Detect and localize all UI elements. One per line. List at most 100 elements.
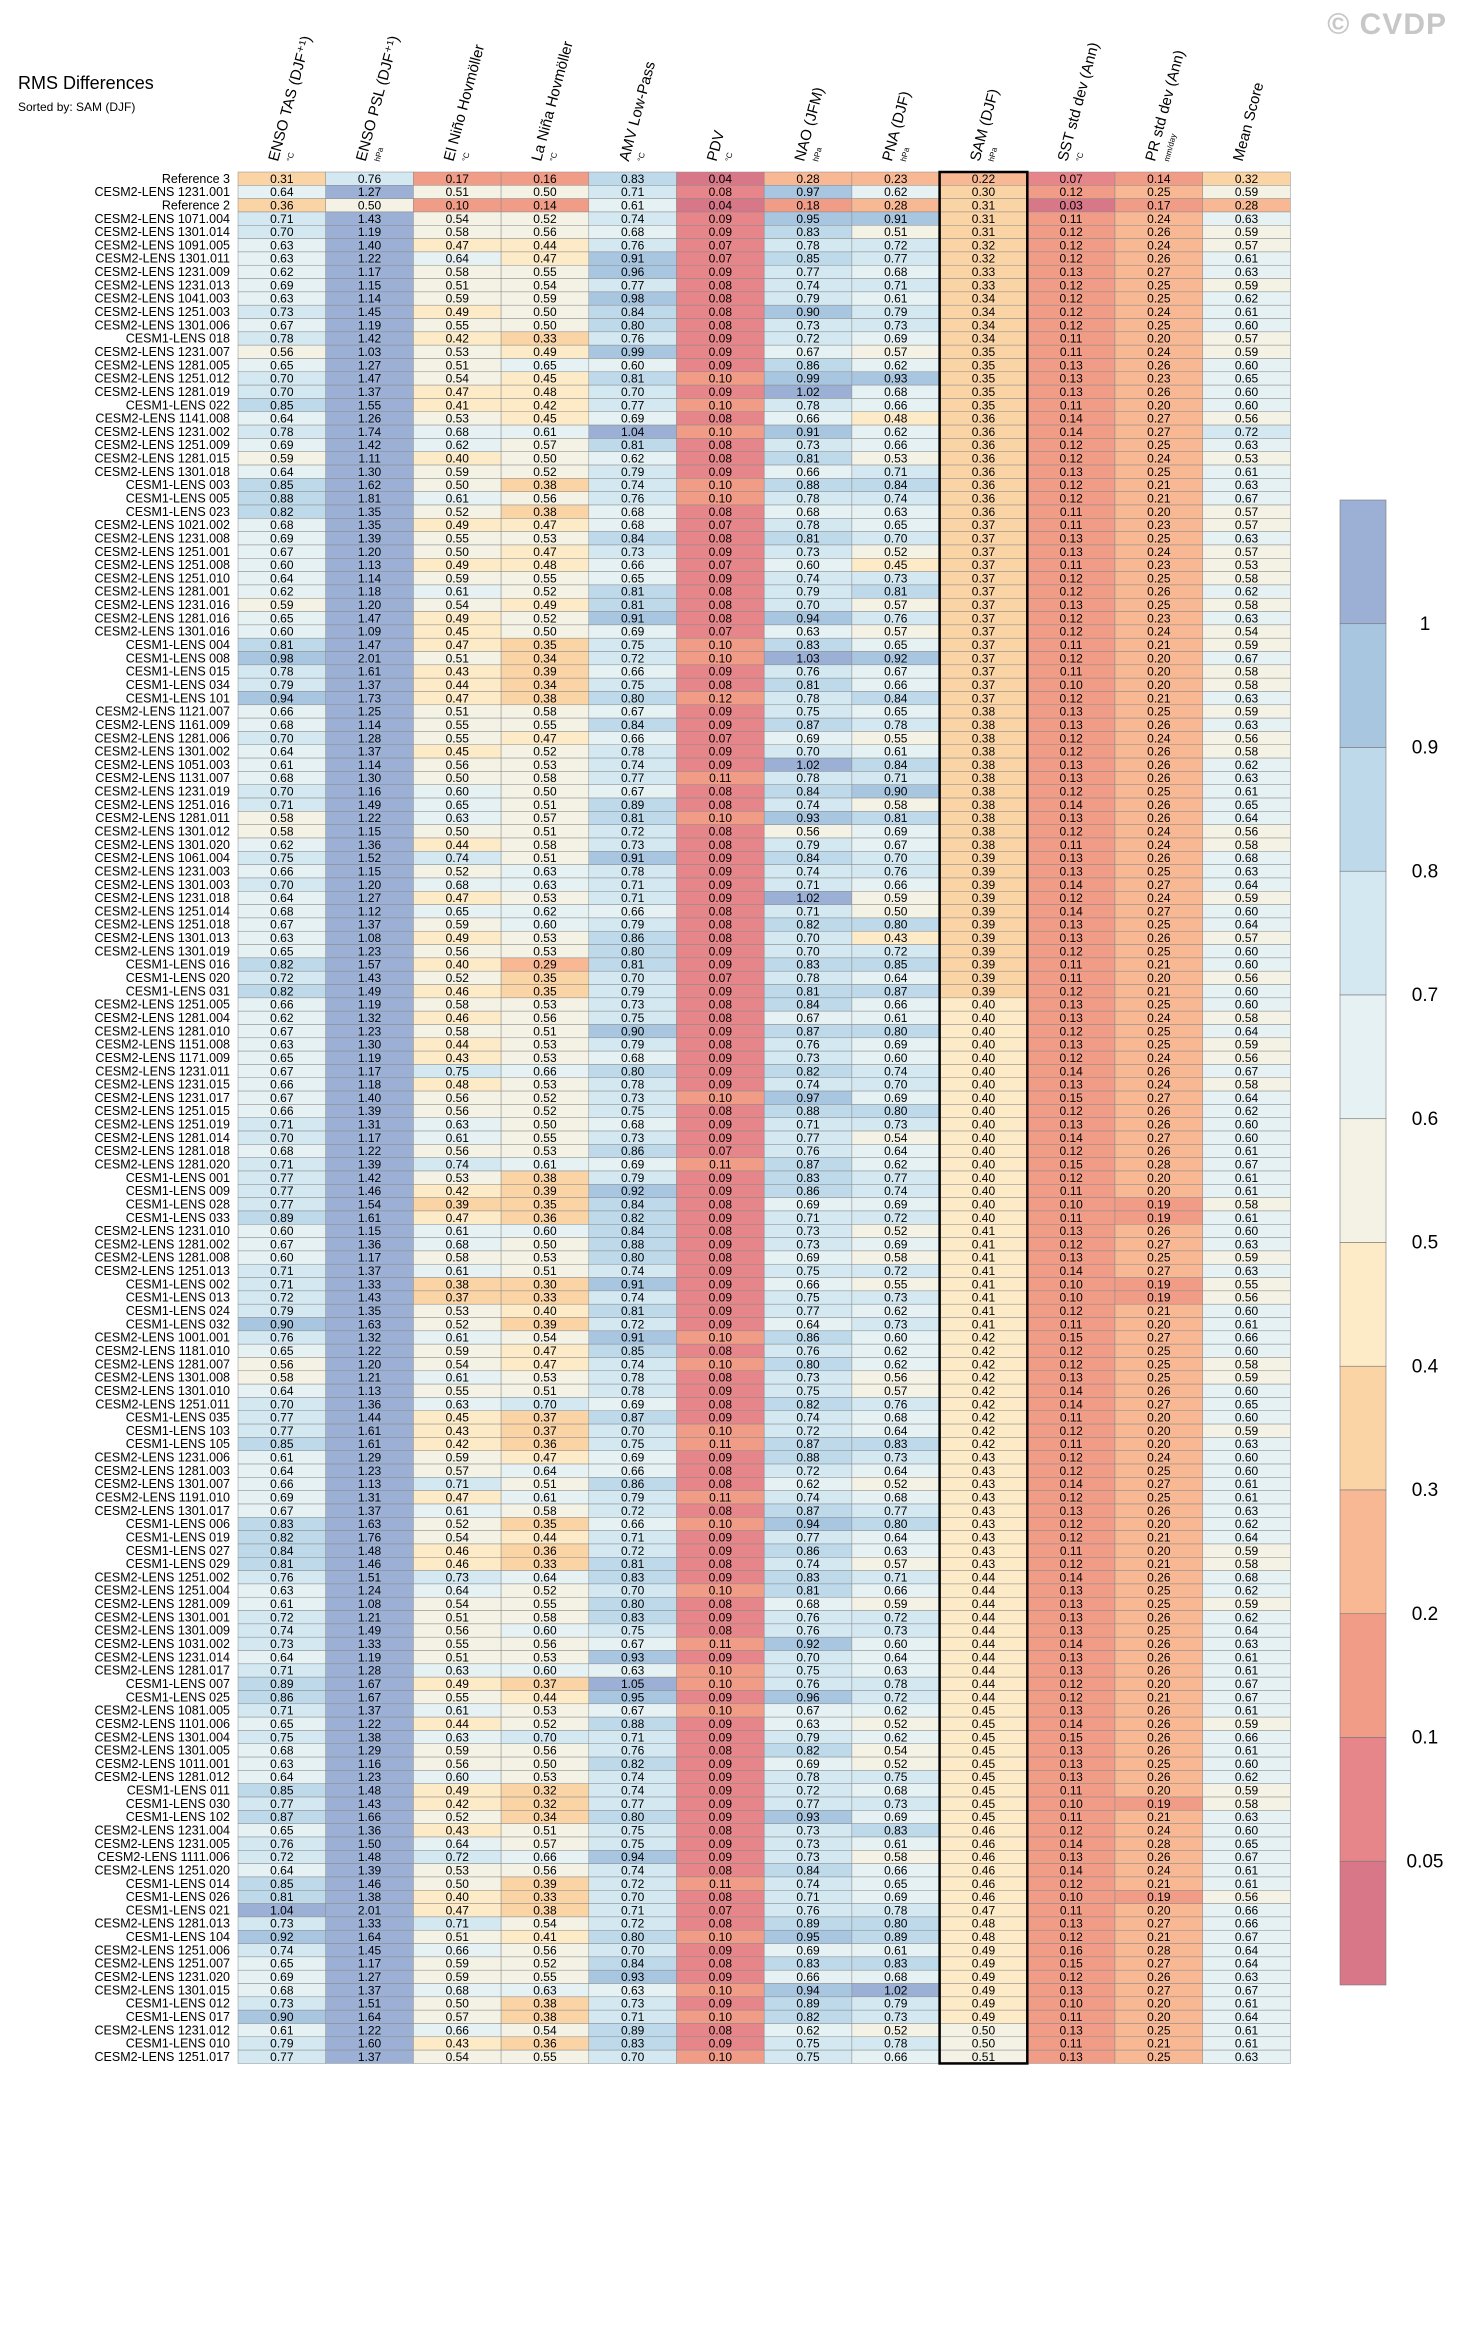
cell-value: 0.08 <box>709 505 733 519</box>
cell-value: 0.45 <box>446 625 470 639</box>
cell-value: 0.68 <box>796 1597 820 1611</box>
row-label: CESM2-LENS 1251.014 <box>95 904 231 918</box>
cell-value: 0.45 <box>972 1730 996 1744</box>
cell-value: 0.65 <box>270 358 294 372</box>
cell-value: 0.63 <box>270 1757 294 1771</box>
cell-value: 0.70 <box>796 931 820 945</box>
cell-value: 0.09 <box>709 1770 733 1784</box>
cell-value: 0.12 <box>1059 1451 1083 1465</box>
row-label: CESM1-LENS 035 <box>126 1411 230 1425</box>
cell-value: 0.76 <box>270 1837 294 1851</box>
cell-value: 0.91 <box>796 425 820 439</box>
cell-value: 0.12 <box>1059 252 1083 266</box>
cell-value: 0.37 <box>972 585 996 599</box>
cell-value: 1.29 <box>358 1451 382 1465</box>
cell-value: 0.66 <box>796 1277 820 1291</box>
cell-value: 0.36 <box>533 1544 557 1558</box>
cell-value: 0.61 <box>1235 1477 1259 1491</box>
cell-value: 0.77 <box>796 1304 820 1318</box>
cell-value: 0.38 <box>533 478 557 492</box>
cell-value: 0.51 <box>533 798 557 812</box>
cell-value: 0.74 <box>796 1557 820 1571</box>
cell-value: 0.36 <box>972 425 996 439</box>
cell-value: 0.62 <box>1235 292 1259 306</box>
cell-value: 0.75 <box>796 1664 820 1678</box>
cell-value: 0.09 <box>709 1304 733 1318</box>
cell-value: 0.13 <box>1059 1917 1083 1931</box>
cell-value: 0.42 <box>972 1397 996 1411</box>
cell-value: 0.75 <box>621 1824 645 1838</box>
cell-value: 0.70 <box>884 531 908 545</box>
cell-value: 0.94 <box>796 611 820 625</box>
cell-value: 0.53 <box>446 1304 470 1318</box>
cell-value: 0.64 <box>1235 1530 1259 1544</box>
cell-value: 0.95 <box>796 1930 820 1944</box>
row-label: CESM1-LENS 027 <box>126 1544 230 1558</box>
cell-value: 0.42 <box>972 1424 996 1438</box>
cell-value: 0.25 <box>1147 1371 1171 1385</box>
row-label: CESM1-LENS 021 <box>126 1903 230 1917</box>
cell-value: 0.09 <box>709 358 733 372</box>
cell-value: 0.13 <box>1059 1757 1083 1771</box>
cell-value: 0.24 <box>1147 1863 1171 1877</box>
cell-value: 1.19 <box>358 225 382 239</box>
cell-value: 0.37 <box>533 1677 557 1691</box>
cell-value: 0.20 <box>1147 1544 1171 1558</box>
cell-value: 0.58 <box>533 771 557 785</box>
cell-value: 0.73 <box>796 1837 820 1851</box>
cell-value: 0.66 <box>796 1970 820 1984</box>
cell-value: 0.60 <box>533 1664 557 1678</box>
cell-value: 0.77 <box>270 1424 294 1438</box>
cell-value: 1.51 <box>358 1997 382 2011</box>
cell-value: 0.19 <box>1147 1277 1171 1291</box>
cell-value: 0.09 <box>709 718 733 732</box>
cell-value: 0.52 <box>884 545 908 559</box>
cell-value: 0.54 <box>533 2023 557 2037</box>
cell-value: 0.55 <box>533 1970 557 1984</box>
cell-value: 0.07 <box>709 252 733 266</box>
cell-value: 1.13 <box>358 558 382 572</box>
cell-value: 0.50 <box>533 1237 557 1251</box>
cell-value: 0.90 <box>884 785 908 799</box>
cell-value: 0.34 <box>533 1810 557 1824</box>
cell-value: 0.80 <box>621 944 645 958</box>
cell-value: 0.78 <box>621 745 645 759</box>
cell-value: 0.63 <box>270 252 294 266</box>
colorbar-segment <box>1339 1613 1387 1738</box>
cell-value: 0.65 <box>1235 1837 1259 1851</box>
cell-value: 0.79 <box>621 1171 645 1185</box>
cell-value: 0.60 <box>884 1051 908 1065</box>
cell-value: 0.64 <box>446 1584 470 1598</box>
cell-value: 0.12 <box>1059 305 1083 319</box>
row-label: CESM2-LENS 1301.010 <box>95 1384 231 1398</box>
chart-subtitle: Sorted by: SAM (DJF) <box>18 100 136 114</box>
cell-value: 0.17 <box>446 172 470 186</box>
cell-value: 0.73 <box>884 571 908 585</box>
cell-value: 0.84 <box>621 1224 645 1238</box>
cell-value: 0.76 <box>621 492 645 506</box>
cell-value: 0.63 <box>446 1730 470 1744</box>
cell-value: 1.37 <box>358 385 382 399</box>
cell-value: 0.68 <box>884 1491 908 1505</box>
cell-value: 0.63 <box>1235 1637 1259 1651</box>
cell-value: 0.85 <box>270 1877 294 1891</box>
row-label: CESM2-LENS 1191.010 <box>95 1491 230 1505</box>
cell-value: 0.73 <box>796 1224 820 1238</box>
cell-value: 0.59 <box>1235 1424 1259 1438</box>
cell-value: 0.63 <box>621 1664 645 1678</box>
cell-value: 0.66 <box>270 998 294 1012</box>
cell-value: 0.11 <box>1060 505 1083 519</box>
cell-value: 0.45 <box>533 372 557 386</box>
cell-value: 0.24 <box>1147 212 1171 226</box>
cell-value: 0.73 <box>884 318 908 332</box>
cell-value: 0.70 <box>621 385 645 399</box>
cell-value: 0.66 <box>270 1104 294 1118</box>
cell-value: 0.71 <box>796 1890 820 1904</box>
cell-value: 0.23 <box>884 172 908 186</box>
row-label: CESM2-LENS 1251.018 <box>95 918 231 932</box>
cell-value: 0.93 <box>621 1970 645 1984</box>
cell-value: 0.14 <box>1059 1477 1083 1491</box>
cell-value: 0.08 <box>709 2023 733 2037</box>
column-unit: °C <box>636 151 647 162</box>
cell-value: 0.73 <box>796 1824 820 1838</box>
